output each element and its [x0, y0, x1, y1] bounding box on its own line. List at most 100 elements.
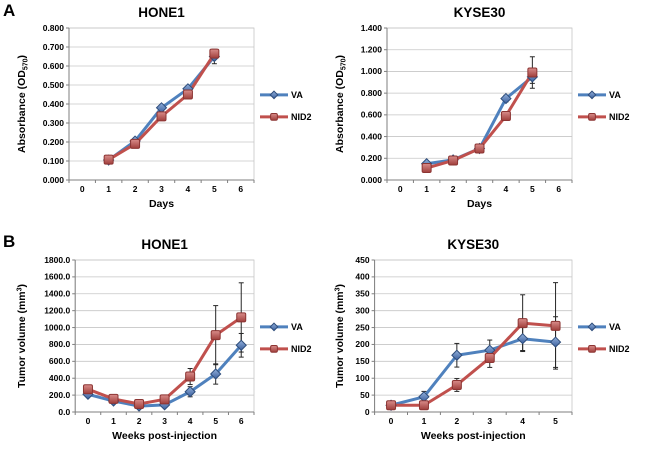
chart-hone1-tumor-volume: 0.0 200.0 400.0 600.0 800.0 1000.0 1200.0 1400.… [14, 236, 326, 454]
data-point-NID2 [210, 330, 221, 341]
y-tick-label: 0.400 [361, 131, 383, 141]
data-point-NID2 [209, 48, 220, 59]
data-point-NID2 [421, 163, 432, 174]
y-tick-label: 150 [355, 356, 369, 366]
x-tick-label: 6 [238, 184, 243, 194]
x-tick-label: 3 [477, 184, 482, 194]
data-point-NID2 [82, 384, 93, 395]
panel-b-label: B [3, 232, 16, 251]
data-point-VA [549, 336, 562, 348]
legend-marker-NID2 [270, 113, 278, 121]
y-tick-label: 400.0 [49, 373, 71, 383]
y-tick-label: 1.400 [361, 23, 383, 33]
data-point-NID2 [185, 371, 196, 382]
data-point-NID2 [418, 400, 429, 411]
legend-marker-NID2 [270, 345, 278, 353]
data-point-NID2 [517, 318, 528, 329]
y-tick-label: 1400.0 [44, 289, 70, 299]
x-tick-label: 1 [422, 416, 427, 426]
y-axis-label: Absorbance (OD570) [16, 55, 30, 153]
y-tick-label: 0.100 [43, 156, 65, 166]
legend-label-VA: VA [609, 322, 621, 332]
y-axis-label: Tumor volume (mm3) [16, 284, 28, 388]
y-tick-label: 0 [365, 407, 370, 417]
y-tick-label: 0.300 [43, 118, 65, 128]
legend-label-VA: VA [291, 322, 303, 332]
y-tick-label: 0.000 [43, 175, 65, 185]
y-tick-label: 1200.0 [44, 305, 70, 315]
legend-marker-VA [269, 322, 279, 332]
data-point-VA [500, 92, 512, 105]
y-tick-label: 400 [355, 272, 369, 282]
y-tick-label: 1000.0 [44, 322, 70, 332]
y-tick-label: 0.600 [361, 110, 383, 120]
y-tick-label: 200.0 [49, 390, 71, 400]
y-axis-label: Absorbance (OD570) [334, 55, 348, 153]
x-tick-label: 0 [80, 184, 85, 194]
chart-hone1-growth: 0.000 0.100 0.200 0.300 0.400 0.500 0.600 0.700… [14, 4, 326, 222]
chart-title: HONE1 [141, 237, 188, 252]
x-tick-label: 0 [86, 416, 91, 426]
x-tick-label: 5 [213, 416, 218, 426]
x-tick-label: 2 [133, 184, 138, 194]
data-point-NID2 [448, 155, 459, 166]
x-tick-label: 0 [389, 416, 394, 426]
legend-marker-NID2 [588, 345, 596, 353]
data-point-NID2 [484, 352, 495, 363]
x-tick-label: 6 [556, 184, 561, 194]
y-tick-label: 800.0 [49, 339, 71, 349]
data-point-VA [235, 339, 247, 351]
x-axis-label: Weeks post-injection [112, 430, 217, 442]
x-tick-label: 2 [137, 416, 142, 426]
x-tick-label: 5 [530, 184, 535, 194]
chart-title: KYSE30 [454, 5, 506, 20]
y-axis-label: Tumor volume (mm3) [334, 284, 346, 388]
y-tick-label: 0.800 [43, 23, 65, 33]
data-point-NID2 [236, 312, 247, 323]
data-point-VA [209, 368, 222, 380]
y-tick-label: 1.200 [361, 45, 383, 55]
legend-marker-NID2 [588, 113, 596, 121]
series-line-NID2 [389, 321, 558, 407]
chart-svg-b_hone1: 0.0 200.0 400.0 600.0 800.0 1000.0 1200.0 1400.… [16, 237, 312, 442]
x-tick-label: 3 [162, 416, 167, 426]
y-tick-label: 1.000 [361, 66, 383, 76]
data-point-NID2 [108, 393, 119, 404]
x-tick-label: 0 [398, 184, 403, 194]
legend-label-VA: VA [291, 90, 303, 100]
data-point-NID2 [134, 398, 145, 409]
x-tick-label: 5 [553, 416, 558, 426]
chart-svg-a_hone1: 0.000 0.100 0.200 0.300 0.400 0.500 0.600 0.700… [16, 5, 312, 210]
legend-label-NID2: NID2 [291, 112, 312, 122]
x-tick-label: 1 [424, 184, 429, 194]
x-tick-label: 2 [454, 416, 459, 426]
data-point-VA [451, 349, 463, 361]
chart-title: HONE1 [138, 5, 185, 20]
x-tick-label: 6 [239, 416, 244, 426]
data-point-NID2 [130, 138, 141, 149]
x-tick-label: 4 [520, 416, 525, 426]
chart-svg-b_kyse30: 0 50 100 150 200 250 300 350 400 450 0 1 2 3 4 5 KYSE30 W… [334, 237, 630, 442]
data-point-NID2 [527, 67, 538, 78]
x-axis-label: Weeks post-injection [421, 430, 526, 442]
data-point-NID2 [500, 110, 511, 121]
x-axis-label: Days [467, 198, 492, 210]
y-tick-label: 1600.0 [44, 272, 70, 282]
data-point-NID2 [550, 320, 561, 331]
plot-area [374, 259, 573, 413]
legend-label-NID2: NID2 [609, 112, 630, 122]
x-tick-label: 4 [186, 184, 191, 194]
y-tick-label: 0.000 [361, 175, 383, 185]
y-tick-label: 50 [360, 390, 370, 400]
x-tick-label: 4 [504, 184, 509, 194]
data-point-VA [516, 332, 529, 345]
data-point-VA [184, 386, 196, 398]
x-axis-label: Days [149, 198, 174, 210]
y-tick-label: 300 [355, 305, 369, 315]
legend-marker-VA [269, 90, 279, 100]
y-tick-label: 0.200 [361, 153, 383, 163]
legend-label-NID2: NID2 [609, 344, 630, 354]
chart-svg-a_kyse30: 0.000 0.200 0.400 0.600 0.800 1.000 1.200 1.400… [334, 5, 630, 210]
data-point-NID2 [182, 89, 193, 100]
x-tick-label: 5 [212, 184, 217, 194]
